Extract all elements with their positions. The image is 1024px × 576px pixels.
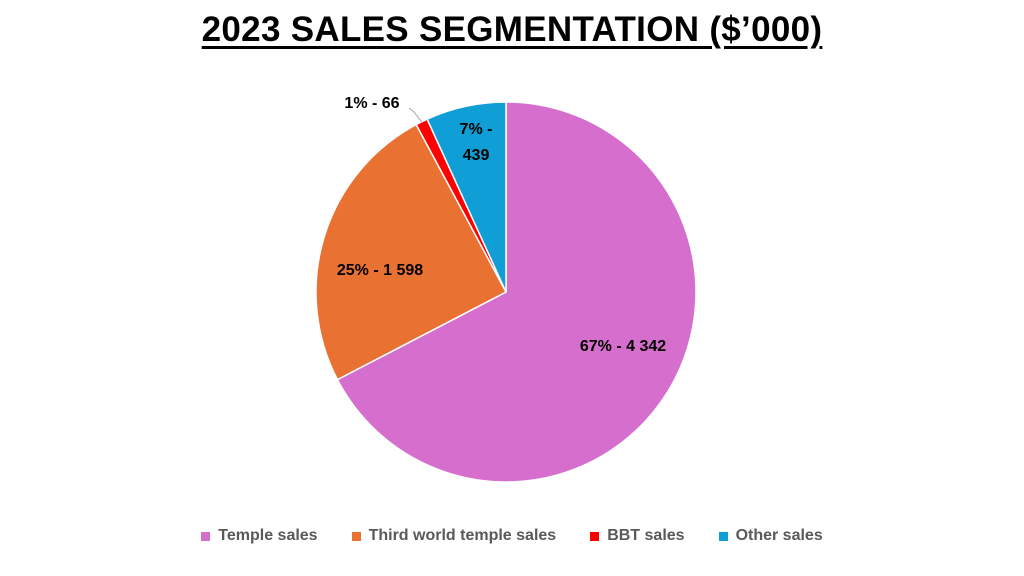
legend-item-other: Other sales [718, 527, 823, 545]
legend-item-bbt: BBT sales [590, 527, 685, 545]
legend-item-temple: Temple sales [201, 527, 318, 545]
data-label-temple: 67% - 4 342 [580, 338, 666, 355]
data-label-third-world: 25% - 1 598 [337, 262, 423, 279]
chart-title: 2023 SALES SEGMENTATION ($’000) [201, 10, 823, 49]
pie-slices [315, 101, 697, 483]
data-label-bbt: 1% - 66 [344, 95, 399, 112]
legend-label-third-world: Third world temple sales [368, 527, 557, 544]
legend: Temple sales Third world temple sales BB… [0, 527, 1024, 545]
legend-swatch-other [718, 531, 728, 541]
legend-item-third-world: Third world temple sales [351, 527, 557, 545]
legend-label-other: Other sales [735, 527, 823, 544]
legend-swatch-bbt [590, 531, 600, 541]
legend-swatch-temple [201, 531, 211, 541]
pie-slice-third-world [315, 123, 508, 381]
legend-label-temple: Temple sales [218, 527, 318, 544]
legend-swatch-third-world [351, 531, 361, 541]
leader-line-bbt [408, 107, 422, 123]
pie-slice-other [426, 101, 507, 293]
legend-label-bbt: BBT sales [607, 527, 685, 544]
pie-slice-temple [336, 101, 697, 483]
data-label-other: 7% -439 [460, 121, 493, 164]
pie-labels: 67% - 4 342 25% - 1 598 1% - 66 7% -439 [337, 95, 666, 355]
